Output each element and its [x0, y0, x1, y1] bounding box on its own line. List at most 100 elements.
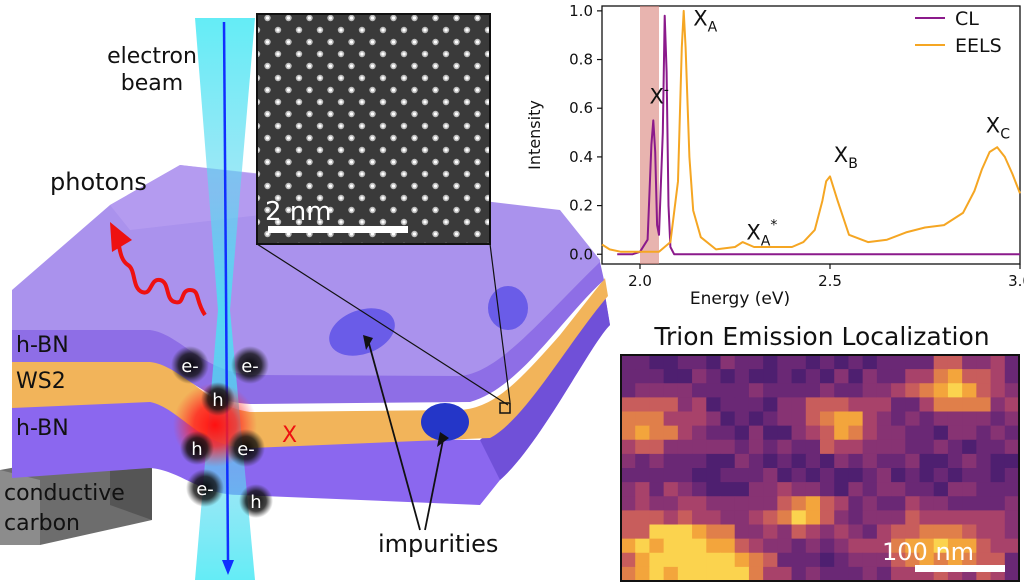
- heatmap-pixel: [905, 524, 920, 540]
- heatmap-pixel: [805, 482, 821, 497]
- heatmap-pixel: [990, 552, 1006, 568]
- heatmap-pixel: [933, 397, 949, 413]
- heatmap-pixel: [876, 510, 892, 526]
- heatmap-pixel: [663, 369, 679, 384]
- heatmap-pixel: [791, 439, 807, 455]
- heatmap-pixel: [862, 538, 878, 554]
- heatmap-pixel: [1004, 468, 1020, 483]
- heatmap-pixel: [962, 482, 977, 497]
- heatmap-pixel: [791, 453, 807, 469]
- heatmap-pixel: [677, 510, 693, 526]
- heatmap-pixel: [763, 397, 778, 413]
- heatmap-pixel: [677, 397, 693, 413]
- heatmap-pixel: [635, 397, 650, 413]
- heatmap-pixel: [820, 482, 835, 497]
- heatmap-pixel: [862, 397, 878, 413]
- heatmap-pixel: [663, 453, 679, 469]
- heatmap-pixel: [635, 566, 650, 582]
- heatmap-pixel: [962, 369, 977, 384]
- heatmap-pixel: [905, 496, 920, 511]
- heatmap-pixel: [663, 411, 679, 427]
- heatmap-pixel: [692, 468, 707, 483]
- heatmap-pixel: [649, 369, 665, 384]
- heatmap-pixel: [834, 369, 849, 384]
- heatmap-pixel: [663, 496, 679, 511]
- heatmap-pixel: [635, 355, 650, 370]
- heatmap-pixel: [891, 510, 906, 526]
- heatmap-pixel: [692, 538, 707, 554]
- heatmap-pixel: [649, 355, 665, 370]
- heatmap-pixel: [791, 468, 807, 483]
- heatmap-pixel: [919, 482, 935, 497]
- heatmap-pixel: [791, 524, 807, 540]
- heatmap-pixel: [962, 425, 977, 441]
- heatmap-pixel: [748, 538, 764, 554]
- impurity-dot: [329, 308, 395, 356]
- heatmap-pixel: [621, 524, 636, 540]
- heatmap-pixel: [848, 552, 864, 568]
- heatmap-pixel: [976, 369, 992, 384]
- ws2-label: WS2: [16, 369, 66, 394]
- heatmap-pixel: [947, 411, 963, 427]
- heatmap-pixel: [635, 453, 650, 469]
- stem-scalebar: [268, 226, 408, 233]
- map-title: Trion Emission Localization: [653, 322, 989, 351]
- heatmap-pixel: [834, 383, 849, 398]
- heatmap-pixel: [933, 425, 949, 441]
- heatmap-pixel: [820, 439, 835, 455]
- heatmap-pixel: [734, 383, 750, 398]
- heatmap-pixel: [706, 397, 721, 413]
- heatmap-pixel: [919, 425, 935, 441]
- heatmap-pixel: [706, 538, 721, 554]
- heatmap-pixel: [905, 482, 920, 497]
- heatmap-pixel: [876, 425, 892, 441]
- heatmap-pixel: [777, 468, 793, 483]
- heatmap-pixel: [635, 383, 650, 398]
- heatmap-pixel: [905, 397, 920, 413]
- heatmap-pixel: [692, 566, 707, 582]
- heatmap-pixel: [805, 566, 821, 582]
- heatmap-pixel: [947, 453, 963, 469]
- heatmap-pixel: [706, 496, 721, 511]
- heatmap-pixel: [805, 369, 821, 384]
- map-scalebar: [915, 565, 1005, 572]
- heatmap-pixel: [791, 538, 807, 554]
- heatmap-pixel: [791, 411, 807, 427]
- heatmap-pixel: [763, 510, 778, 526]
- y-axis-label: Intensity: [525, 100, 544, 170]
- heatmap-pixel: [990, 425, 1006, 441]
- heatmap-pixel: [649, 439, 665, 455]
- ws2-layer: [12, 278, 608, 448]
- heatmap-pixel: [962, 538, 977, 554]
- heatmap-pixel: [848, 496, 864, 511]
- heatmap-pixel: [1004, 397, 1020, 413]
- heatmap-pixel: [677, 468, 693, 483]
- heatmap-pixel: [947, 510, 963, 526]
- heatmap-pixel: [834, 566, 849, 582]
- heatmap-pixel: [1004, 566, 1020, 582]
- heatmap-pixel: [805, 524, 821, 540]
- heatmap-pixel: [919, 383, 935, 398]
- heatmap-pixel: [649, 538, 665, 554]
- heatmap-pixel: [663, 397, 679, 413]
- heatmap-pixel: [763, 453, 778, 469]
- heatmap-pixel: [791, 566, 807, 582]
- heatmap-pixel: [919, 397, 935, 413]
- heatmap-pixel: [919, 496, 935, 511]
- heatmap-pixel: [692, 510, 707, 526]
- heatmap-pixel: [976, 510, 992, 526]
- heatmap-pixel: [820, 425, 835, 441]
- electron-carrier-label: e-: [237, 439, 255, 460]
- heatmap-pixel: [976, 524, 992, 540]
- heatmap-pixel: [820, 453, 835, 469]
- series-line-cl: [617, 14, 1020, 256]
- heatmap-pixel: [706, 524, 721, 540]
- heatmap-pixel: [862, 566, 878, 582]
- heatmap-pixel: [734, 510, 750, 526]
- heatmap-pixel: [763, 369, 778, 384]
- peak-annotation: XC: [986, 114, 1010, 143]
- heatmap-pixel: [677, 538, 693, 554]
- heatmap-pixel: [834, 468, 849, 483]
- heatmap-pixel: [621, 552, 636, 568]
- heatmap-pixel: [763, 383, 778, 398]
